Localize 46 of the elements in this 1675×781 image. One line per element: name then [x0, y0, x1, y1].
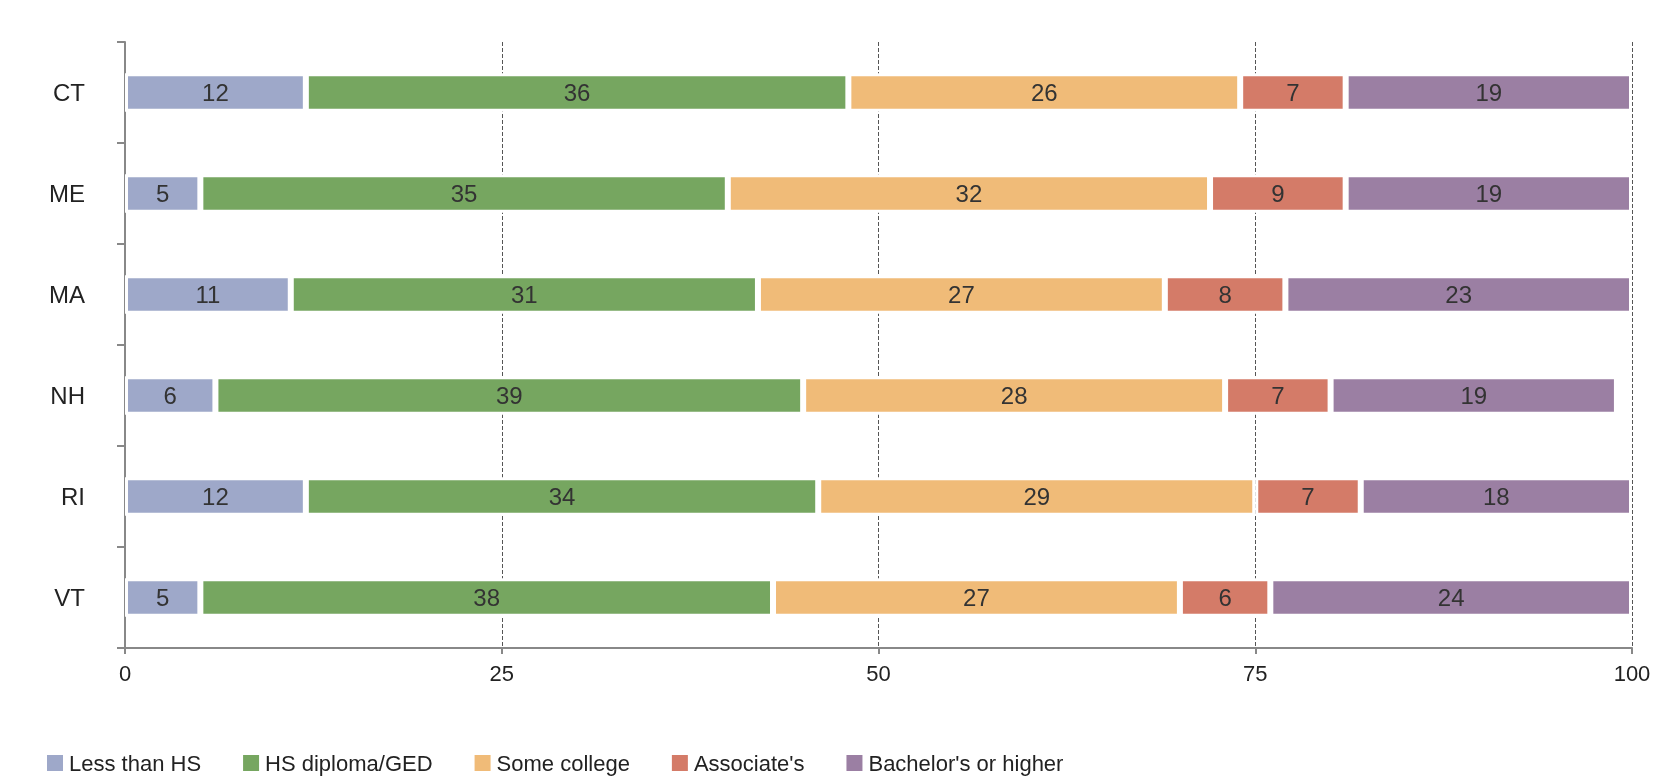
data-label: 34	[548, 483, 576, 510]
data-label: 28	[1000, 382, 1028, 409]
y-tick-label: NH	[50, 382, 85, 409]
data-label: 7	[1301, 483, 1315, 510]
x-tick-label: 0	[118, 660, 132, 686]
data-label: 6	[1218, 584, 1232, 611]
data-label: 26	[1030, 79, 1058, 106]
x-tick-label: 100	[1613, 660, 1651, 686]
data-label: 31	[511, 281, 538, 308]
y-tick-label: RI	[61, 483, 85, 510]
data-label: 19	[1460, 382, 1488, 409]
legend-label: HS diploma/GED	[265, 750, 433, 776]
data-label: 7	[1286, 79, 1300, 106]
data-label: 11	[195, 281, 221, 308]
y-tick-label: ME	[49, 180, 85, 207]
data-label: 27	[948, 281, 975, 308]
data-label: 12	[202, 79, 229, 106]
y-tick-label: VT	[54, 584, 86, 611]
x-tick-label: 25	[489, 660, 514, 686]
data-label: 7	[1271, 382, 1285, 409]
data-label: 39	[495, 382, 523, 409]
data-label: 32	[955, 180, 983, 207]
data-label: 19	[1475, 79, 1503, 106]
legend-label: Less than HS	[69, 750, 202, 776]
legend-label: Some college	[496, 750, 630, 776]
data-label: 27	[963, 584, 990, 611]
data-label: 9	[1271, 180, 1285, 207]
y-tick-label: MA	[49, 281, 85, 308]
data-label: 6	[163, 382, 177, 409]
data-label: 23	[1445, 281, 1473, 308]
legend-label: Bachelor's or higher	[868, 750, 1064, 776]
data-label: 35	[450, 180, 478, 207]
data-label: 24	[1437, 584, 1465, 611]
data-label: 8	[1218, 281, 1232, 308]
data-label: 36	[563, 79, 591, 106]
data-label: 5	[156, 180, 170, 207]
legend-label: Associate's	[693, 750, 805, 776]
data-label: 19	[1475, 180, 1503, 207]
data-label: 5	[156, 584, 170, 611]
y-tick-label: CT	[53, 79, 86, 106]
data-label: 38	[473, 584, 501, 611]
x-tick-label: 50	[866, 660, 891, 686]
x-tick-label: 75	[1243, 660, 1268, 686]
data-label: 29	[1023, 483, 1051, 510]
data-label: 12	[202, 483, 229, 510]
data-label: 18	[1483, 483, 1510, 510]
